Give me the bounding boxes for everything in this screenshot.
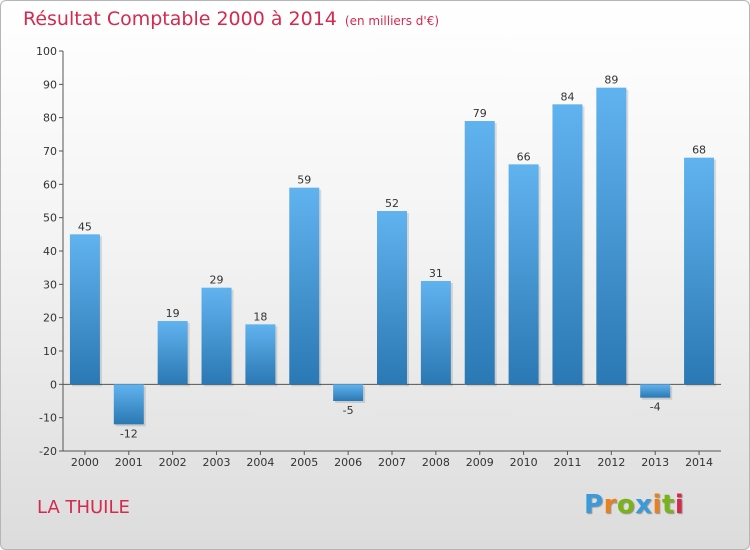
logo-letter: x [635, 490, 653, 520]
bar-2003 [201, 287, 232, 385]
x-tick-label-2012: 2012 [597, 456, 625, 469]
x-tick-label-2011: 2011 [553, 456, 581, 469]
bar-2014 [684, 157, 715, 385]
logo-letter: o [616, 490, 636, 520]
bar-2005 [289, 187, 320, 385]
y-tick-label: 30 [43, 278, 57, 291]
y-tick-label: 10 [43, 345, 57, 358]
bar-2000 [69, 234, 100, 385]
x-tick-label-2010: 2010 [510, 456, 538, 469]
x-tick-label-2009: 2009 [466, 456, 494, 469]
logo-letter: i [674, 490, 685, 520]
value-label-2007: 52 [385, 197, 399, 210]
bar-chart: -20 -10 0 10 20 30 40 50 60 70 80 90 100 2000 2001 2002… [36, 45, 721, 469]
value-label-2008: 31 [429, 267, 443, 280]
value-label-2005: 59 [297, 174, 311, 187]
value-label-2012: 89 [604, 74, 618, 87]
bar-2011 [552, 104, 583, 385]
logo-letter: P [584, 490, 604, 520]
y-tick-label: 70 [43, 145, 57, 158]
y-tick-label: -10 [39, 412, 57, 425]
value-label-2009: 79 [473, 107, 487, 120]
logo-letter: r [603, 490, 617, 520]
y-tick-label: 80 [43, 112, 57, 125]
value-label-2010: 66 [517, 150, 531, 163]
value-label-2011: 84 [560, 90, 574, 103]
value-label-2001: -12 [120, 427, 138, 440]
bar-2008 [420, 281, 451, 385]
x-tick-label-2007: 2007 [378, 456, 406, 469]
x-tick-label-2001: 2001 [115, 456, 143, 469]
x-tick-label-2008: 2008 [422, 456, 450, 469]
x-tick-label-2014: 2014 [685, 456, 713, 469]
value-label-2004: 18 [253, 310, 267, 323]
value-label-2013: -4 [650, 401, 661, 414]
y-tick-label: -20 [39, 445, 57, 458]
bar-2002 [157, 321, 188, 385]
y-tick-label: 100 [36, 45, 57, 58]
value-label-2003: 29 [210, 274, 224, 287]
chart-title-unit: (en milliers d'€) [344, 14, 440, 28]
x-tick-label-2004: 2004 [246, 456, 274, 469]
value-label-2014: 68 [692, 144, 706, 157]
bar-2001 [113, 384, 144, 425]
y-tick-label: 40 [43, 245, 57, 258]
value-label-2006: -5 [343, 404, 354, 417]
x-tick-label-2002: 2002 [159, 456, 187, 469]
proxiti-logo: Proxiti [584, 490, 684, 520]
y-tick-label: 90 [43, 78, 57, 91]
logo-letter: t [661, 490, 675, 520]
y-tick-label: 60 [43, 178, 57, 191]
bar-2007 [377, 211, 407, 385]
bar-2012 [596, 87, 627, 385]
bar-2004 [245, 324, 276, 385]
x-tick-label-2013: 2013 [641, 456, 669, 469]
y-tick-label: 50 [43, 212, 57, 225]
bar-2009 [464, 121, 495, 385]
chart-title-main: Résultat Comptable 2000 à 2014 [23, 8, 337, 30]
x-tick-label-2006: 2006 [334, 456, 362, 469]
value-label-2002: 19 [166, 307, 180, 320]
x-tick-label-2003: 2003 [203, 456, 231, 469]
bar-2013 [640, 384, 671, 398]
logo-letter: i [652, 490, 662, 520]
x-tick-label-2005: 2005 [290, 456, 318, 469]
bar-2010 [508, 164, 539, 385]
x-tick-label-2000: 2000 [71, 456, 99, 469]
chart-title: Résultat Comptable 2000 à 2014 (en millie… [23, 8, 439, 30]
y-tick-label: 20 [43, 312, 57, 325]
bar-2006 [333, 384, 364, 401]
value-label-2000: 45 [78, 220, 92, 233]
commune-name: LA THUILE [37, 497, 130, 518]
y-tick-label: 0 [50, 378, 57, 391]
